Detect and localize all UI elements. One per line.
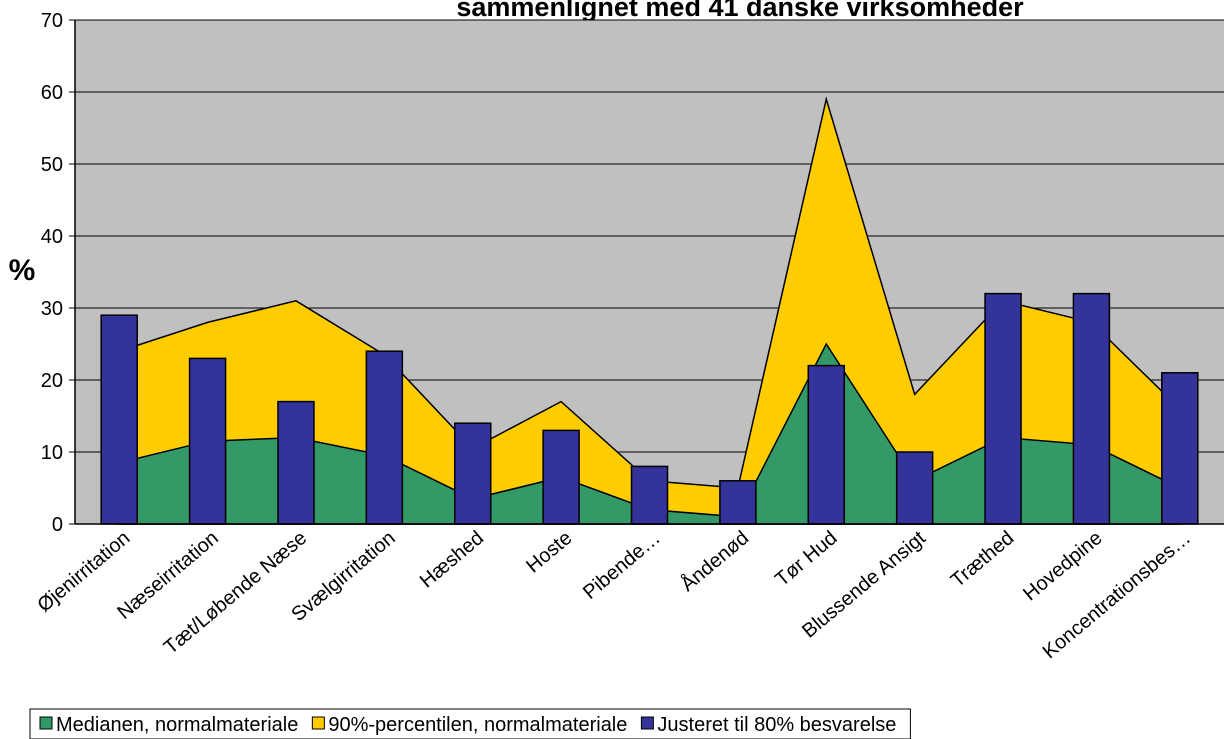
x-tick-label: Tæt/Løbende Næse bbox=[160, 527, 311, 659]
y-tick-label: 60 bbox=[41, 82, 63, 104]
x-tick-label: Hovedpine bbox=[1019, 527, 1106, 605]
y-tick-label: 70 bbox=[41, 10, 63, 32]
y-tick-label: 30 bbox=[41, 298, 63, 320]
legend-swatch bbox=[640, 716, 654, 730]
x-tick-label: Hæshed bbox=[416, 527, 488, 592]
chart-title: sammenlignet med 41 danske virksomheder bbox=[456, 0, 1024, 22]
bar bbox=[1161, 372, 1199, 525]
bar bbox=[630, 465, 669, 525]
bar bbox=[984, 292, 1022, 525]
bar bbox=[542, 429, 580, 525]
bar bbox=[719, 480, 757, 525]
y-tick-label: 20 bbox=[41, 370, 63, 392]
legend-swatch bbox=[311, 716, 325, 730]
y-tick-label: 40 bbox=[41, 226, 63, 248]
legend-label: Justeret til 80% besvarelse bbox=[657, 714, 896, 736]
x-tick-label: Åndenød bbox=[676, 526, 753, 596]
bar bbox=[365, 350, 404, 525]
x-tick-label: Koncentrationsbes… bbox=[1039, 527, 1195, 663]
y-tick-label: 10 bbox=[41, 442, 63, 464]
bar bbox=[895, 451, 934, 525]
bar bbox=[100, 314, 138, 525]
legend-label: 90%-percentilen, normalmateriale bbox=[328, 714, 627, 736]
bar bbox=[807, 364, 846, 525]
legend bbox=[29, 708, 911, 739]
bar bbox=[188, 357, 227, 525]
y-tick-label: 50 bbox=[41, 154, 63, 176]
y-axis-label: % bbox=[9, 254, 36, 287]
x-tick-label: Pibende… bbox=[579, 527, 665, 604]
bar bbox=[277, 400, 315, 525]
x-tick-label: Træthed bbox=[947, 527, 1018, 592]
x-tick-label: Tør Hud bbox=[771, 527, 841, 591]
bar bbox=[453, 422, 492, 525]
bar bbox=[1072, 292, 1111, 525]
y-tick-label: 0 bbox=[52, 514, 63, 536]
legend-label: Medianen, normalmateriale bbox=[56, 714, 298, 736]
legend-swatch bbox=[39, 716, 53, 730]
x-tick-label: Hoste bbox=[522, 527, 576, 577]
